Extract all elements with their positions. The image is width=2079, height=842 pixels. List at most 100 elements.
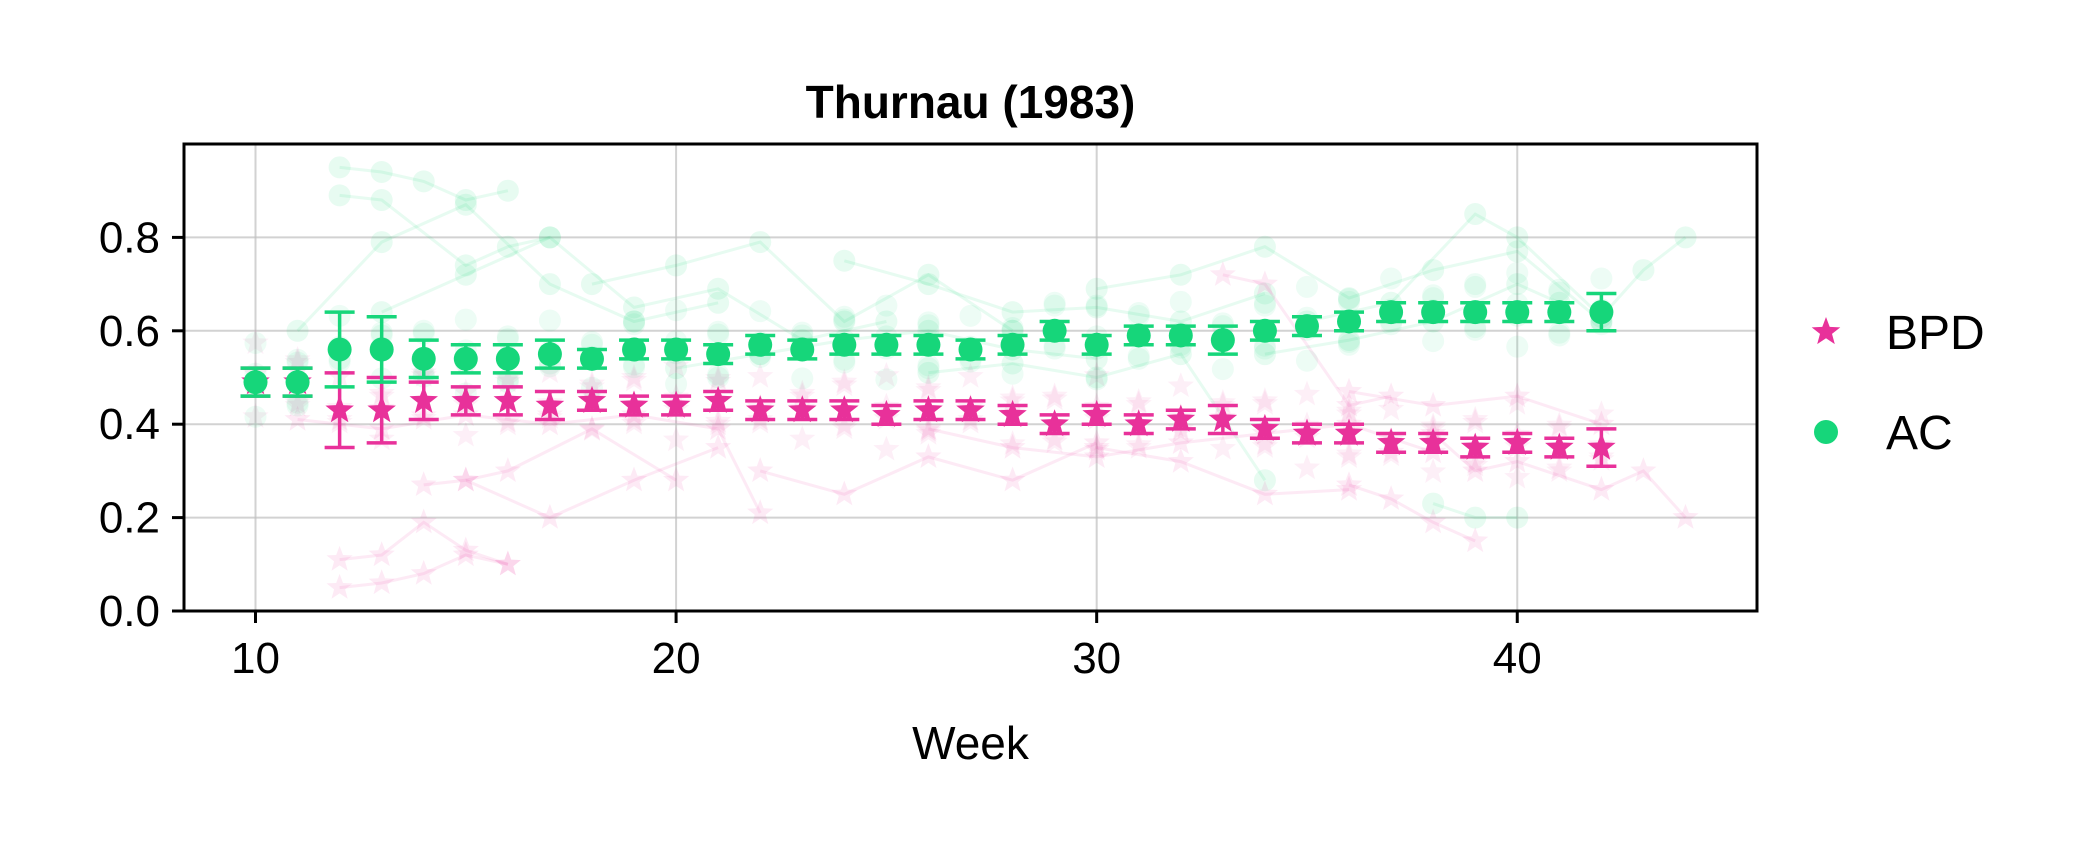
background-trace-line [339, 520, 509, 566]
background-trace-point [1253, 235, 1276, 258]
background-point [623, 356, 646, 379]
background-trace-point [915, 415, 942, 440]
data-point [830, 395, 859, 423]
data-point [367, 395, 396, 423]
background-trace-point [915, 443, 942, 468]
data-point [1463, 300, 1488, 325]
data-point [1168, 323, 1193, 348]
background-trace-point [454, 254, 477, 277]
background-point [1336, 397, 1363, 423]
background-trace-point [1338, 329, 1361, 352]
data-point [956, 395, 985, 423]
background-point [915, 374, 942, 399]
background-point [917, 354, 940, 377]
background-trace-point [1251, 270, 1278, 296]
x-axis-label: Week [912, 717, 1030, 769]
background-point [663, 352, 690, 378]
background-point [789, 425, 816, 451]
background-trace-point [368, 569, 395, 595]
background-trace-point [833, 249, 856, 272]
background-trace-point [452, 541, 479, 567]
legend-marker [1811, 317, 1841, 345]
background-trace-point [410, 508, 437, 534]
background-trace-point [875, 310, 898, 333]
background-traces [242, 156, 1699, 599]
background-point [244, 405, 267, 428]
background-point [1127, 345, 1150, 368]
background-trace-point [454, 193, 477, 216]
data-point [790, 337, 815, 362]
background-point [665, 299, 688, 322]
background-trace-point [1085, 296, 1108, 319]
background-trace-point [326, 573, 353, 599]
data-point [1126, 323, 1151, 348]
background-point [1506, 335, 1529, 358]
background-trace-point [538, 226, 561, 249]
background-point [1293, 380, 1320, 406]
data-point [495, 346, 520, 371]
background-point [496, 325, 519, 348]
background-point [917, 357, 940, 380]
background-trace-point [410, 559, 437, 585]
background-trace-line [759, 441, 1098, 496]
data-point [1460, 432, 1490, 460]
data-point [1418, 427, 1448, 455]
data-point [1210, 328, 1235, 353]
background-point [831, 371, 858, 397]
background-trace-line [465, 427, 677, 482]
background-point [494, 407, 521, 433]
background-trace-point [1672, 503, 1699, 529]
data-point [916, 332, 941, 357]
data-point [1250, 413, 1280, 441]
background-point [705, 407, 732, 433]
background-trace-line [1222, 273, 1392, 408]
background-point [538, 309, 561, 332]
data-point [1042, 318, 1067, 343]
background-trace-point [1167, 429, 1194, 454]
background-point [1085, 368, 1108, 391]
background-point [580, 331, 603, 354]
background-trace-point [1462, 527, 1489, 553]
background-point [875, 294, 898, 317]
background-point [1125, 433, 1152, 459]
background-point [917, 311, 940, 334]
background-trace-line [297, 413, 762, 514]
background-trace-line [1432, 502, 1518, 520]
background-point [1378, 395, 1405, 421]
data-point [745, 395, 775, 423]
background-point [494, 364, 521, 390]
background-point [1338, 290, 1361, 313]
background-trace-point [833, 310, 856, 333]
background-trace-point [1083, 443, 1110, 468]
background-point [1462, 405, 1489, 431]
background-trace-point [1464, 506, 1487, 529]
background-trace-line [1306, 212, 1687, 323]
background-point [1506, 261, 1529, 284]
background-trace-point [1588, 410, 1615, 436]
data-point [411, 346, 436, 371]
background-point [286, 394, 309, 417]
background-trace-point [623, 296, 646, 319]
data-point [998, 399, 1027, 427]
background-point [1043, 291, 1066, 314]
background-trace-point [1464, 203, 1487, 226]
background-trace-line [1348, 483, 1476, 543]
background-trace-point [370, 189, 393, 212]
background-trace-point [1506, 273, 1529, 296]
background-trace-point [538, 226, 561, 249]
background-point [1336, 443, 1363, 468]
background-point [1127, 304, 1150, 327]
y-tick-label: 0.6 [99, 307, 160, 356]
background-point [536, 358, 563, 383]
background-point [1546, 414, 1573, 440]
background-point [1251, 432, 1278, 458]
legend-label: BPD [1886, 307, 1985, 360]
background-point [1462, 408, 1489, 434]
data-point [664, 337, 689, 362]
background-trace-point [496, 179, 519, 202]
background-trace-line [1348, 390, 1602, 426]
background-trace-point [410, 471, 437, 496]
background-point [284, 389, 311, 414]
background-point [789, 379, 816, 405]
background-point [494, 410, 521, 436]
